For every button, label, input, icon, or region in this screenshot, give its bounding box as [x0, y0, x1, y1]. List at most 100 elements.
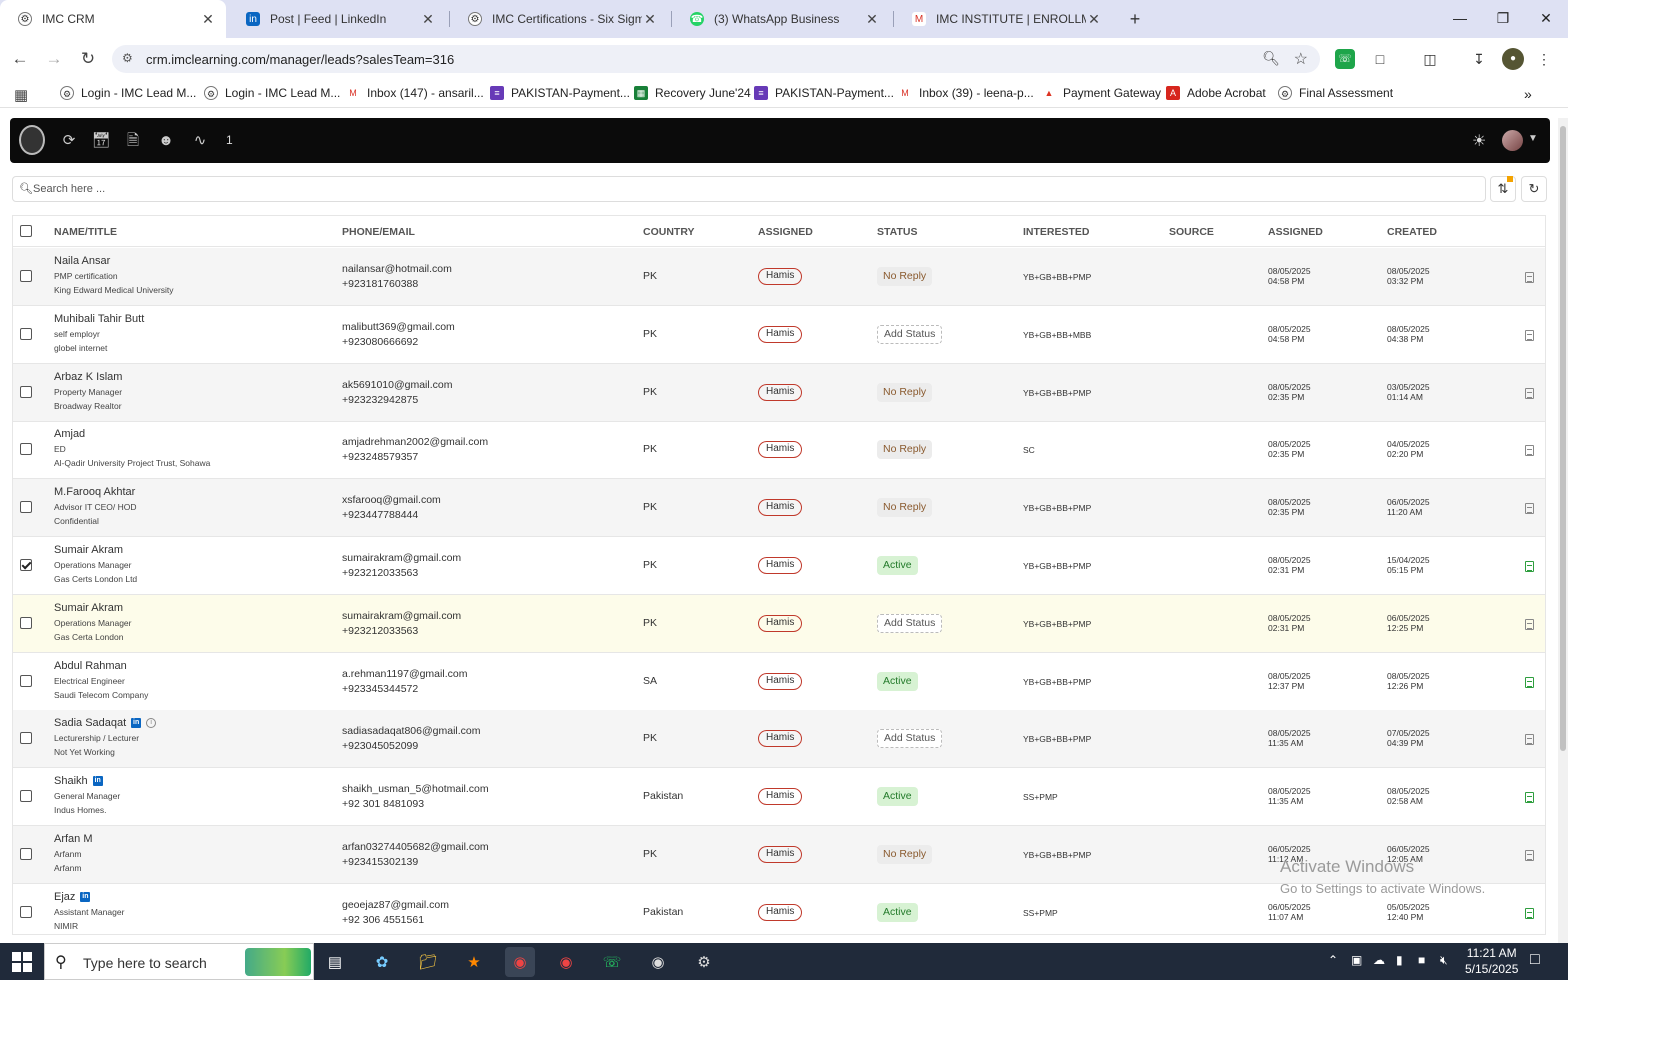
calendar-icon[interactable]: 📅︎ [91, 132, 111, 149]
new-tab-button[interactable]: + [1129, 9, 1141, 29]
assigned-badge[interactable]: Hamis [758, 268, 803, 285]
lead-phone[interactable]: +923080666692 [342, 335, 419, 348]
bookmark-item[interactable]: ⚙ Final Assessment [1278, 86, 1393, 100]
back-icon[interactable]: ← [11, 49, 29, 68]
whatsapp-extension-icon[interactable]: ☏ [1335, 49, 1355, 69]
browser-tab[interactable]: ⚙ IMC CRM ✕ [0, 0, 226, 38]
lead-name[interactable]: Ejaz [54, 890, 76, 903]
table-row[interactable]: Naila Ansar PMP certification King Edwar… [13, 248, 1545, 306]
table-row[interactable]: Ejaz in Assistant Manager NIMIR geoejaz87… [13, 884, 1545, 934]
zoom-icon[interactable]: 🔍︎ [1262, 50, 1280, 66]
row-checkbox[interactable] [20, 905, 32, 918]
lead-phone[interactable]: +923447788444 [342, 509, 419, 522]
apps-grid-icon[interactable]: ▦ [14, 87, 29, 104]
lead-name-cell[interactable]: Muhibali Tahir Butt self employr globel … [54, 313, 144, 353]
network-icon[interactable]: ■ [1418, 953, 1426, 967]
filter-button[interactable]: ⇅ [1490, 176, 1516, 202]
taskbar-clock[interactable]: 11:21 AM 5/15/2025 [1465, 945, 1518, 977]
download-icon[interactable]: ↧ [1473, 51, 1485, 67]
status-badge[interactable]: Active [877, 556, 918, 575]
lead-name-cell[interactable]: Naila Ansar PMP certification King Edwar… [54, 255, 174, 295]
imc-logo[interactable] [19, 125, 45, 155]
whatsapp-icon[interactable]: ☏ [602, 954, 622, 971]
lead-name[interactable]: Muhibali Tahir Butt [54, 312, 145, 325]
row-checkbox[interactable] [20, 501, 32, 514]
bookmark-item[interactable]: M Inbox (39) - leena-p... [898, 86, 1034, 100]
notes-icon[interactable] [1525, 907, 1534, 919]
close-tab-icon[interactable]: ✕ [1088, 10, 1100, 27]
status-badge[interactable]: Active [877, 671, 918, 691]
lead-email[interactable]: sumairakram@gmail.com [342, 609, 462, 622]
notes-icon[interactable] [1525, 272, 1534, 283]
notes-icon[interactable] [1525, 618, 1534, 630]
col-name[interactable]: NAME/TITLE [54, 226, 117, 238]
assigned-badge[interactable]: Hamis [758, 614, 803, 632]
lead-email[interactable]: arfan03274405682@gmail.com [342, 841, 489, 853]
lead-phone[interactable]: +923248579357 [342, 451, 419, 464]
row-checkbox[interactable] [20, 385, 32, 398]
lead-name[interactable]: Sadia Sadaqat [54, 717, 127, 730]
sync-icon[interactable]: ⟳ [62, 132, 76, 149]
browser-tab[interactable]: M IMC INSTITUTE | ENROLLMENT✕ [894, 0, 1112, 38]
lead-name-cell[interactable]: Abdul Rahman Electrical Engineer Saudi T… [54, 660, 148, 700]
row-checkbox[interactable] [20, 616, 32, 629]
chevron-down-icon[interactable]: ▼ [1528, 133, 1538, 144]
notes-icon[interactable] [1525, 561, 1534, 572]
table-row[interactable]: Sadia Sadaqat in i Lecturership / Lecturer… [13, 710, 1545, 769]
refresh-button[interactable]: ↻ [1521, 176, 1547, 202]
status-badge[interactable]: No Reply [877, 267, 933, 286]
lead-email[interactable]: malibutt369@gmail.com [342, 320, 455, 333]
status-badge[interactable]: Add Status [877, 613, 943, 633]
document-icon[interactable]: 🗎︎ [126, 132, 140, 149]
lead-name[interactable]: Naila Ansar [54, 255, 111, 267]
close-window-button[interactable]: ✕ [1540, 10, 1552, 26]
bookmark-item[interactable]: A Adobe Acrobat [1166, 86, 1266, 100]
assigned-badge[interactable]: Hamis [758, 441, 803, 459]
lead-name-cell[interactable]: Shaikh in General Manager Indus Homes. [54, 775, 120, 815]
cloud-icon[interactable]: ☁ [1373, 953, 1385, 967]
lead-phone[interactable]: +923232942875 [342, 393, 419, 406]
lead-name-cell[interactable]: Sumair Akram Operations Manager Gas Cert… [54, 602, 132, 642]
address-bar[interactable]: ⚙ crm.imclearning.com/manager/leads?sale… [112, 45, 1320, 73]
lead-name-cell[interactable]: Sumair Akram Operations Manager Gas Cert… [54, 544, 137, 584]
table-row[interactable]: Shaikh in General Manager Indus Homes. sh… [13, 768, 1545, 827]
bookmark-item[interactable]: ⚙ Login - IMC Lead M... [60, 86, 196, 100]
chrome-icon[interactable]: ◉ [505, 947, 535, 977]
forward-icon[interactable]: → [45, 49, 63, 68]
col-created[interactable]: CREATED [1387, 226, 1437, 238]
table-row[interactable]: Arfan M Arfanm Arfanm arfan03274405682@g… [13, 826, 1545, 884]
restore-button[interactable]: ❐ [1496, 10, 1510, 26]
status-badge[interactable]: Add Status [877, 324, 943, 344]
row-checkbox[interactable] [20, 270, 32, 282]
status-badge[interactable]: Add Status [877, 729, 943, 749]
row-checkbox[interactable] [20, 790, 32, 803]
col-assigned[interactable]: ASSIGNED [758, 226, 813, 238]
bookmark-item[interactable]: ▲ Payment Gateway [1042, 86, 1161, 100]
bookmarks-overflow-icon[interactable]: » [1524, 86, 1532, 102]
close-tab-icon[interactable]: ✕ [202, 10, 214, 27]
assigned-badge[interactable]: Hamis [758, 903, 803, 921]
file-explorer-icon[interactable]: 📁︎ [418, 954, 438, 971]
row-checkbox[interactable] [20, 674, 32, 687]
lead-name[interactable]: Sumair Akram [54, 601, 124, 614]
lead-phone[interactable]: +92 301 8481093 [342, 798, 425, 811]
notes-icon[interactable] [1525, 503, 1534, 515]
theme-toggle-icon[interactable]: ☀ [1472, 133, 1487, 150]
lead-email[interactable]: a.rehman1197@gmail.com [342, 667, 468, 680]
lead-name-cell[interactable]: Arbaz K Islam Property Manager Broadway … [54, 371, 122, 411]
assigned-badge[interactable]: Hamis [758, 846, 803, 863]
browser-tab[interactable]: in Post | Feed | LinkedIn ✕ [228, 0, 446, 38]
lead-email[interactable]: xsfarooq@gmail.com [342, 494, 441, 507]
linkedin-icon[interactable]: in [92, 776, 103, 787]
scrollbar-thumb[interactable] [1560, 126, 1566, 751]
reload-icon[interactable]: ↻ [80, 49, 96, 68]
notes-icon[interactable] [1525, 676, 1534, 688]
status-badge[interactable]: No Reply [877, 440, 933, 460]
lead-phone[interactable]: +923212033563 [342, 624, 419, 637]
notes-icon[interactable] [1525, 792, 1534, 804]
row-checkbox[interactable] [20, 443, 32, 456]
taskbar-search-placeholder[interactable]: Type here to search [83, 955, 207, 971]
task-view-icon[interactable]: ▤ [327, 954, 343, 971]
bookmark-item[interactable]: ⚙ Login - IMC Lead M... [204, 86, 340, 100]
settings-icon[interactable]: ⚙ [697, 954, 711, 971]
